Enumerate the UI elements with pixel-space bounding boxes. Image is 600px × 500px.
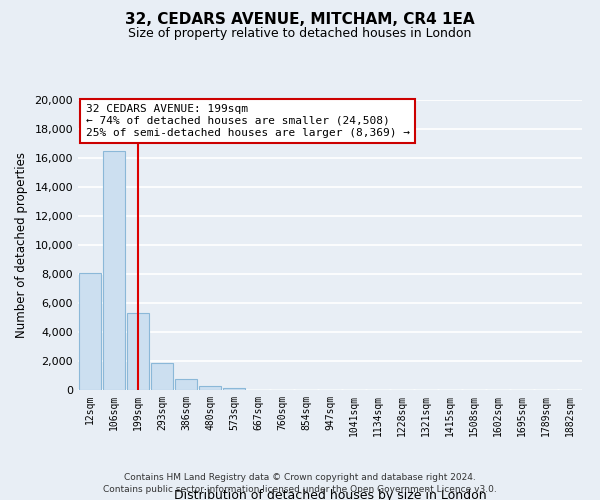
Text: Size of property relative to detached houses in London: Size of property relative to detached ho… bbox=[128, 28, 472, 40]
Text: 32 CEDARS AVENUE: 199sqm
← 74% of detached houses are smaller (24,508)
25% of se: 32 CEDARS AVENUE: 199sqm ← 74% of detach… bbox=[86, 104, 410, 138]
Bar bbox=[79, 272, 101, 390]
Bar bbox=[175, 379, 197, 390]
Text: Contains HM Land Registry data © Crown copyright and database right 2024.: Contains HM Land Registry data © Crown c… bbox=[124, 474, 476, 482]
X-axis label: Distribution of detached houses by size in London: Distribution of detached houses by size … bbox=[173, 489, 487, 500]
Text: 32, CEDARS AVENUE, MITCHAM, CR4 1EA: 32, CEDARS AVENUE, MITCHAM, CR4 1EA bbox=[125, 12, 475, 28]
Text: Contains public sector information licensed under the Open Government Licence v3: Contains public sector information licen… bbox=[103, 485, 497, 494]
Bar bbox=[223, 388, 245, 390]
Bar bbox=[199, 386, 221, 390]
Bar bbox=[151, 363, 173, 390]
Bar bbox=[127, 313, 149, 390]
Y-axis label: Number of detached properties: Number of detached properties bbox=[14, 152, 28, 338]
Bar bbox=[103, 151, 125, 390]
